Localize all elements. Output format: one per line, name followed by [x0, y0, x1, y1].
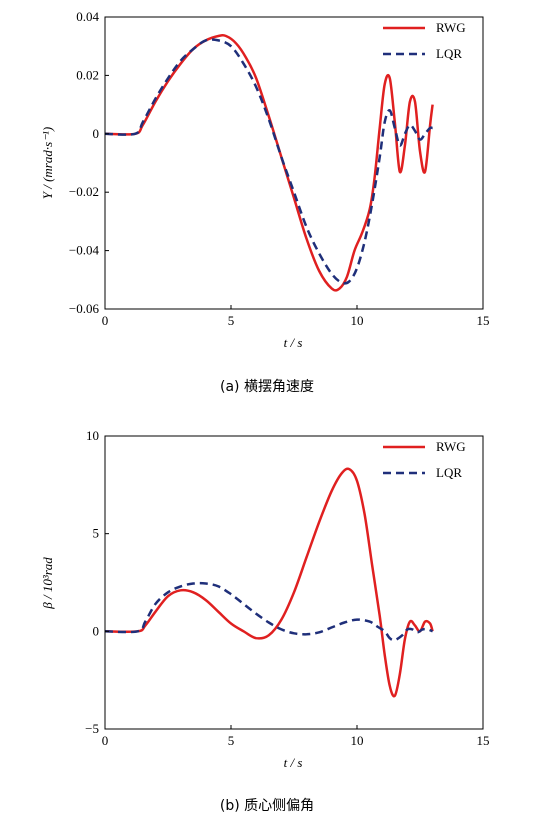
chart-a-x-tick-label: 0 [102, 313, 109, 328]
chart-a-series [104, 34, 434, 292]
chart-b-plot-frame [104, 435, 484, 730]
chart-b-x-axis-label: t / s [284, 755, 303, 770]
chart-a-y-tick-label: −0.04 [69, 243, 100, 258]
legend-label-lqr: LQR [436, 465, 462, 480]
chart-b-y-tick-label: 0 [93, 623, 100, 638]
chart-a-y-tick-label: 0.02 [76, 67, 99, 82]
chart-b-series-rwg-line [104, 467, 434, 698]
chart-a-ticks: 0 5 10 15 0.04 0.02 0 −0.02 −0.04 −0.06 [69, 9, 490, 328]
chart-b-x-tick-label: 0 [102, 733, 109, 748]
chart-a-series-rwg-line [104, 34, 434, 292]
legend-label-lqr: LQR [436, 46, 462, 61]
chart-a-x-tick-label: 10 [351, 313, 364, 328]
chart-a: 0 5 10 15 0.04 0.02 0 −0.02 −0.04 −0.06 RWG LQR t… [40, 9, 490, 395]
chart-b-y-tick-label: 10 [86, 428, 99, 443]
chart-b-caption: (b) 质心侧偏角 [220, 798, 314, 814]
legend-label-rwg: RWG [436, 439, 466, 454]
chart-b-x-tick-label: 5 [228, 733, 235, 748]
chart-a-y-axis-label: Y / (mrad·s⁻¹) [40, 127, 55, 200]
chart-a-y-tick-label: 0 [93, 126, 100, 141]
chart-b-y-tick-label: −5 [85, 721, 99, 736]
chart-b-x-tick-label: 10 [351, 733, 364, 748]
chart-b-x-tick-label: 15 [477, 733, 490, 748]
chart-b-legend: RWG LQR [383, 439, 466, 480]
chart-a-x-axis-label: t / s [284, 335, 303, 350]
legend-label-rwg: RWG [436, 20, 466, 35]
chart-a-legend: RWG LQR [383, 20, 466, 61]
chart-a-caption: (a) 横摆角速度 [220, 379, 314, 395]
chart-a-y-tick-label: −0.02 [69, 184, 99, 199]
chart-b-series [104, 467, 434, 698]
chart-a-series-lqr-line [104, 38, 433, 285]
chart-b-series-lqr-line [104, 581, 434, 642]
chart-a-x-tick-label: 5 [228, 313, 235, 328]
chart-b-y-tick-label: 5 [93, 526, 100, 541]
chart-a-y-tick-label: 0.04 [76, 9, 99, 24]
chart-b-y-axis-label: β / 10³rad [40, 557, 55, 610]
chart-a-plot-frame [104, 16, 484, 310]
chart-a-x-tick-label: 15 [477, 313, 490, 328]
chart-a-y-tick-label: −0.06 [69, 301, 100, 316]
